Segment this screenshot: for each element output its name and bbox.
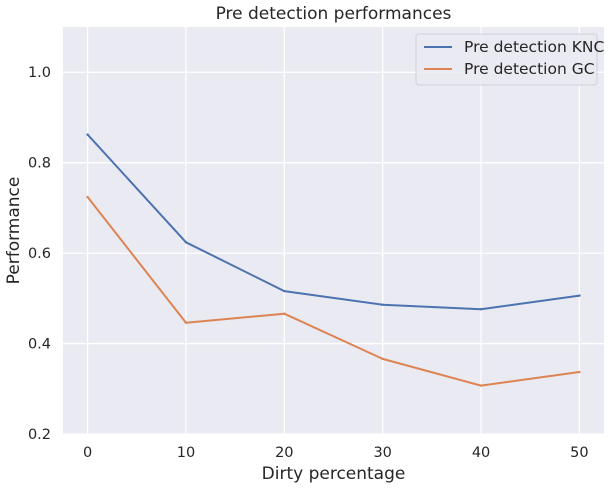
data-point [283,289,286,293]
data-point [283,312,286,315]
data-point [86,195,89,199]
data-point [381,357,384,361]
legend-box [415,33,598,86]
chart-title: Pre detection performances [216,4,452,24]
data-point [184,321,188,324]
y-tick-label: 0.8 [28,156,51,172]
y-axis-ticks: 0.2 0.4 0.6 0.8 1.0 [28,65,51,443]
plot-area [63,27,604,434]
y-tick-label: 0.6 [28,246,51,262]
x-tick-label: 10 [177,445,195,461]
x-tick-label: 30 [373,445,391,461]
y-tick-label: 0.4 [28,337,51,353]
data-point [578,370,581,374]
x-tick-label: 40 [472,445,490,461]
x-tick-label: 0 [83,445,92,461]
y-axis-title: Performance [4,177,24,285]
x-axis-title: Dirty percentage [262,464,406,484]
data-point [578,294,581,297]
x-tick-label: 50 [570,445,588,461]
y-tick-label: 0.2 [28,427,51,443]
series-line-2 [86,196,581,387]
data-point [479,384,483,387]
legend-label: Pre detection GC [464,60,595,78]
data-point [184,241,188,244]
legend: Pre detection KNC Pre detection GC [415,33,604,86]
data-point [86,133,89,136]
data-point [381,303,384,306]
y-tick-label: 1.0 [28,65,51,81]
x-gridlines [86,27,581,434]
series-layer [86,133,581,387]
x-tick-label: 20 [275,445,293,461]
series-line-1 [86,133,581,311]
x-axis-ticks: 0 10 20 30 40 50 [83,445,589,461]
legend-label: Pre detection KNC [464,38,604,56]
data-point [479,307,483,311]
